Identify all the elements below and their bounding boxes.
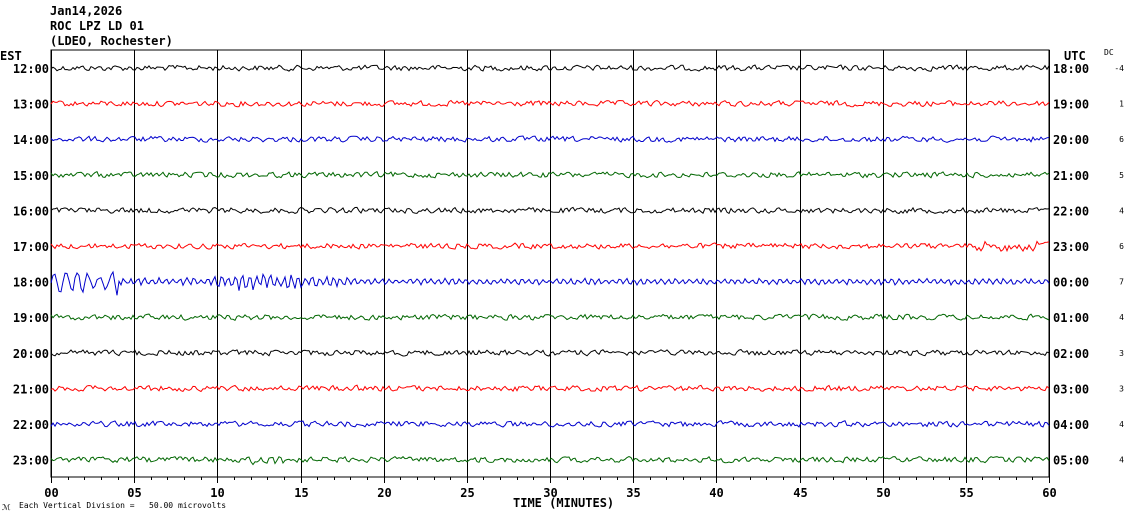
utc-hour-label: 21:00 [1053, 169, 1089, 183]
trace-line [50, 313, 1050, 321]
est-hour-label: 21:00 [13, 382, 49, 396]
utc-hour-label: 23:00 [1053, 240, 1089, 254]
x-tick-label: 45 [793, 486, 807, 500]
header-station: ROC LPZ LD 01 [50, 19, 144, 33]
trace-line [50, 349, 1050, 357]
header-location: (LDEO, Rochester) [50, 34, 173, 48]
x-tick-label: 15 [294, 486, 308, 500]
corner-mark: ℳ [2, 503, 11, 512]
trace-line [50, 240, 1050, 253]
dc-offset-label: 6 [1119, 135, 1124, 144]
trace-line [50, 455, 1050, 466]
dc-offset-label: -4 [1114, 64, 1124, 73]
dc-offset-label: 6 [1119, 242, 1124, 251]
dc-offset-label: 4 [1119, 313, 1124, 322]
grid-layer [50, 49, 1050, 483]
left-zone-label: EST [0, 49, 22, 63]
utc-hour-label: 19:00 [1053, 98, 1089, 112]
trace-line [50, 206, 1050, 215]
x-tick-label: 20 [377, 486, 391, 500]
utc-hour-label: 18:00 [1053, 62, 1089, 76]
utc-hour-label: 01:00 [1053, 311, 1089, 325]
x-tick-label: 00 [44, 486, 58, 500]
est-hour-label: 23:00 [13, 454, 49, 468]
x-tick-label: 30 [543, 486, 557, 500]
trace-line [50, 270, 1050, 296]
est-hour-label: 18:00 [13, 276, 49, 290]
est-hour-label: 20:00 [13, 347, 49, 361]
est-hour-label: 15:00 [13, 169, 49, 183]
right-zone-label: UTC [1064, 49, 1086, 63]
dc-offset-label: 4 [1119, 456, 1124, 465]
dc-offset-label: 7 [1119, 278, 1124, 287]
header-date: Jan14,2026 [50, 4, 123, 18]
utc-hour-label: 02:00 [1053, 347, 1089, 361]
est-hour-label: 13:00 [13, 98, 49, 112]
est-hour-label: 12:00 [13, 62, 49, 76]
x-tick-label: 40 [709, 486, 723, 500]
utc-hour-label: 03:00 [1053, 382, 1089, 396]
x-tick-label: 50 [876, 486, 890, 500]
trace-line [50, 171, 1050, 179]
utc-hour-label: 22:00 [1053, 204, 1089, 218]
utc-hour-label: 20:00 [1053, 133, 1089, 147]
dc-offset-label: 4 [1119, 420, 1124, 429]
x-tick-label: 55 [959, 486, 973, 500]
est-hour-label: 14:00 [13, 133, 49, 147]
dc-offset-label: 1 [1119, 100, 1124, 109]
x-tick-label: 60 [1042, 486, 1056, 500]
utc-hour-label: 00:00 [1053, 276, 1089, 290]
est-hour-label: 17:00 [13, 240, 49, 254]
trace-line [50, 99, 1050, 108]
utc-hour-label: 04:00 [1053, 418, 1089, 432]
trace-line [50, 420, 1050, 428]
est-hour-label: 16:00 [13, 204, 49, 218]
dc-offset-label: 4 [1119, 206, 1124, 215]
x-tick-label: 10 [210, 486, 224, 500]
x-tick-label: 35 [626, 486, 640, 500]
trace-line [50, 135, 1050, 143]
scale-note: Each Vertical Division = 50.00 microvolt… [19, 501, 227, 510]
trace-line [50, 64, 1050, 72]
est-hour-label: 22:00 [13, 418, 49, 432]
est-hour-label: 19:00 [13, 311, 49, 325]
x-axis-title: TIME (MINUTES) [513, 496, 615, 510]
utc-hour-label: 05:00 [1053, 454, 1089, 468]
dc-header: DC [1104, 48, 1114, 57]
trace-line [50, 384, 1050, 393]
dc-offset-label: 3 [1119, 349, 1124, 358]
dc-offset-label: 5 [1119, 171, 1124, 180]
x-tick-label: 25 [460, 486, 474, 500]
x-tick-label: 05 [127, 486, 141, 500]
trace-layer [50, 64, 1050, 466]
dc-offset-label: 3 [1119, 384, 1124, 393]
